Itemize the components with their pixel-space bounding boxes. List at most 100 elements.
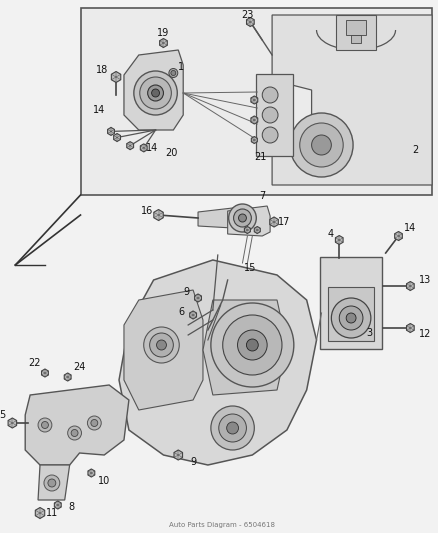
Bar (336, 15, 375, 50)
Circle shape (143, 327, 179, 363)
Circle shape (170, 70, 175, 76)
Polygon shape (272, 15, 431, 185)
Text: 14: 14 (403, 223, 416, 233)
Circle shape (222, 315, 281, 375)
Circle shape (246, 339, 258, 351)
Text: 2: 2 (411, 145, 417, 155)
Polygon shape (244, 227, 250, 233)
Polygon shape (35, 507, 45, 519)
Text: 11: 11 (46, 508, 58, 518)
Text: 23: 23 (240, 10, 253, 20)
Text: Auto Parts Diagram - 6504618: Auto Parts Diagram - 6504618 (168, 522, 274, 528)
Polygon shape (153, 209, 163, 221)
Text: 12: 12 (418, 329, 431, 339)
Polygon shape (124, 290, 202, 410)
Circle shape (233, 209, 251, 227)
Text: 7: 7 (258, 191, 265, 201)
Polygon shape (194, 294, 201, 302)
Bar (80, 8, 431, 195)
Polygon shape (254, 227, 260, 233)
Text: 24: 24 (73, 362, 85, 372)
Polygon shape (202, 300, 286, 395)
Circle shape (147, 85, 163, 101)
Circle shape (169, 69, 177, 77)
Bar (346, 20, 365, 35)
Polygon shape (107, 127, 114, 135)
Circle shape (134, 71, 177, 115)
Polygon shape (251, 136, 257, 143)
FancyBboxPatch shape (256, 74, 292, 156)
Circle shape (67, 426, 81, 440)
Text: 10: 10 (98, 476, 110, 486)
Text: 17: 17 (277, 217, 290, 227)
Text: 9: 9 (183, 287, 189, 297)
Text: 6: 6 (178, 307, 184, 317)
Circle shape (149, 333, 173, 357)
Circle shape (42, 422, 48, 429)
Circle shape (289, 113, 352, 177)
Bar (350, 35, 360, 43)
Polygon shape (406, 324, 413, 333)
Polygon shape (127, 142, 133, 150)
Polygon shape (64, 373, 71, 381)
Polygon shape (406, 281, 413, 290)
Polygon shape (140, 144, 147, 152)
Circle shape (48, 479, 56, 487)
Circle shape (299, 123, 343, 167)
Polygon shape (227, 206, 269, 236)
Polygon shape (335, 236, 343, 245)
Polygon shape (246, 18, 254, 27)
Text: 15: 15 (244, 263, 256, 273)
Polygon shape (113, 133, 120, 141)
Circle shape (91, 419, 98, 426)
Circle shape (261, 87, 277, 103)
Circle shape (346, 313, 355, 323)
Circle shape (311, 135, 331, 155)
Text: 20: 20 (165, 148, 177, 158)
Circle shape (44, 475, 60, 491)
Polygon shape (25, 385, 129, 465)
Polygon shape (42, 369, 48, 377)
Circle shape (71, 430, 78, 437)
Circle shape (226, 422, 238, 434)
Polygon shape (54, 501, 61, 509)
Text: 21: 21 (254, 152, 266, 162)
Circle shape (210, 303, 293, 387)
Polygon shape (88, 469, 95, 477)
Polygon shape (251, 96, 257, 104)
Polygon shape (8, 418, 17, 428)
Text: 8: 8 (68, 502, 74, 512)
Text: 22: 22 (28, 358, 40, 368)
Text: 18: 18 (96, 65, 108, 75)
Circle shape (139, 77, 171, 109)
Circle shape (331, 298, 370, 338)
Text: 3: 3 (365, 328, 371, 338)
Polygon shape (173, 450, 182, 460)
Text: 14: 14 (145, 143, 157, 153)
Circle shape (38, 418, 52, 432)
Text: 5: 5 (0, 410, 6, 420)
Circle shape (228, 204, 256, 232)
Polygon shape (198, 208, 242, 228)
Circle shape (261, 107, 277, 123)
Polygon shape (394, 231, 402, 240)
Circle shape (210, 406, 254, 450)
Text: 13: 13 (418, 275, 430, 285)
Circle shape (261, 127, 277, 143)
Circle shape (151, 89, 159, 97)
Text: 4: 4 (327, 229, 333, 239)
Circle shape (339, 306, 362, 330)
Text: 16: 16 (140, 206, 152, 216)
Text: 9: 9 (190, 457, 196, 467)
Text: 1: 1 (178, 62, 184, 72)
Polygon shape (251, 116, 257, 124)
Circle shape (237, 330, 267, 360)
Polygon shape (189, 311, 196, 319)
Text: 14: 14 (93, 105, 105, 115)
Text: 19: 19 (157, 28, 169, 38)
Circle shape (87, 416, 101, 430)
Polygon shape (119, 260, 316, 465)
Polygon shape (159, 38, 167, 47)
FancyBboxPatch shape (320, 257, 381, 349)
Polygon shape (111, 71, 120, 83)
